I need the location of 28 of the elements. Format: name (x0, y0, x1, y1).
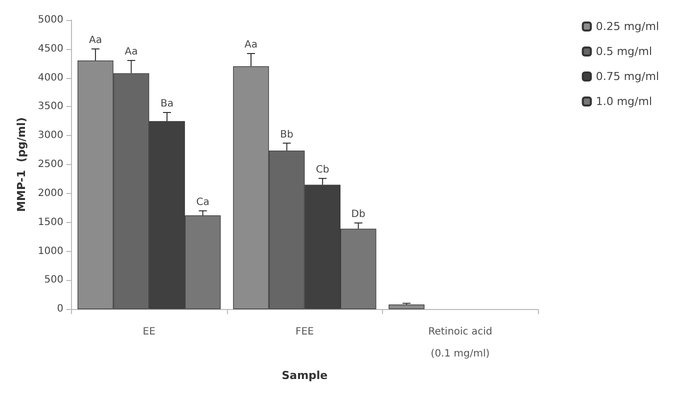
y-tick-label: 1500 (38, 216, 64, 228)
data-label: Aa (244, 40, 258, 51)
y-tick-label: 3500 (38, 101, 64, 112)
y-tick-label: 500 (44, 274, 64, 286)
data-label: Aa (124, 46, 138, 58)
data-label: Ba (160, 98, 174, 110)
x-tick-label: Retinoic acid (0.1 mg/ml) (428, 326, 492, 360)
y-tick-label: 0 (56, 304, 64, 315)
legend-label: 0.25 mg/ml (596, 20, 660, 33)
y-tick-label: 2500 (38, 159, 64, 170)
legend-label: 0.5 mg/ml (596, 45, 652, 58)
data-label: Bb (280, 129, 294, 140)
y-tick-label: 2000 (38, 188, 64, 199)
legend-label: 0.75 mg/ml (596, 70, 660, 83)
y-tick-label: 1000 (38, 246, 64, 257)
y-axis-title: MMP-1 (pg/ml) (15, 117, 28, 212)
y-tick-label: 4000 (38, 72, 64, 84)
data-label: Db (351, 209, 366, 220)
data-label: Ca (196, 197, 210, 208)
x-axis-title: Sample (282, 369, 328, 382)
x-tick-label: FEE (295, 326, 314, 338)
data-label: Aa (88, 34, 102, 46)
y-tick-label: 5000 (38, 14, 64, 26)
legend-label: 1.0 mg/ml (596, 95, 652, 108)
x-tick-label: EE (142, 326, 156, 338)
y-tick-label: 4500 (38, 43, 64, 54)
data-label: Cb (316, 164, 330, 176)
y-tick-label: 3000 (38, 130, 64, 142)
